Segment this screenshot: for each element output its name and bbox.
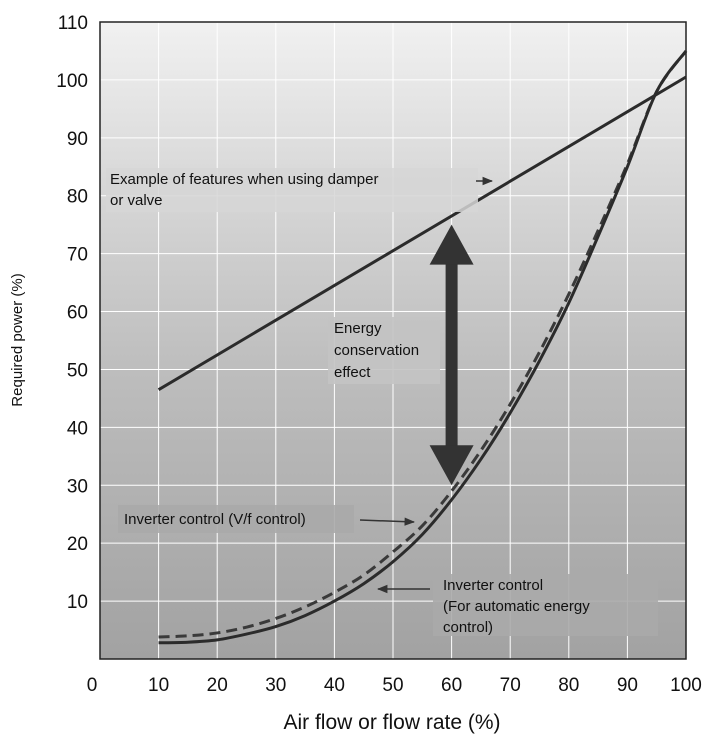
arrow-shaft bbox=[445, 262, 458, 448]
y-tick-label: 70 bbox=[67, 245, 88, 266]
y-tick-label: 20 bbox=[67, 534, 88, 555]
arrow-head-top bbox=[429, 224, 474, 265]
y-axis-title: Required power (%) bbox=[9, 273, 26, 406]
series-layer bbox=[157, 50, 688, 645]
annotation-energy: Energy conservation effect bbox=[328, 317, 440, 384]
series-line-1 bbox=[158, 50, 688, 639]
x-tick-label: 40 bbox=[324, 675, 345, 696]
x-tick-label: 20 bbox=[207, 675, 228, 696]
x-tick-label: 70 bbox=[500, 675, 521, 696]
annotation-damper: Example of features when using damper or… bbox=[106, 168, 494, 212]
annotation-vf-bg bbox=[118, 505, 354, 533]
x-tick-labels: 0 10 20 30 40 50 60 70 80 90 100 bbox=[87, 675, 702, 696]
annotation-auto-line3: control) bbox=[443, 619, 493, 636]
y-tick-label: 90 bbox=[67, 129, 88, 150]
y-tick-label: 10 bbox=[67, 592, 88, 613]
annotation-auto: Inverter control (For automatic energy c… bbox=[376, 574, 658, 636]
x-tick-label: 100 bbox=[670, 675, 702, 696]
x-tick-label: 80 bbox=[558, 675, 579, 696]
annotation-vf: Inverter control (V/f control) bbox=[118, 505, 416, 533]
x-tick-label: 0 bbox=[87, 675, 98, 696]
arrow-head-bottom bbox=[429, 445, 474, 486]
annotation-vf-line1: Inverter control (V/f control) bbox=[124, 511, 306, 528]
x-tick-label: 30 bbox=[265, 675, 286, 696]
annotation-damper-bg bbox=[106, 168, 478, 212]
annotation-damper-line1: Example of features when using damper bbox=[110, 171, 378, 188]
x-tick-label: 10 bbox=[148, 675, 169, 696]
annotation-damper-line2: or valve bbox=[110, 192, 163, 209]
series-line-2 bbox=[158, 50, 688, 645]
annotation-energy-line2: conservation bbox=[334, 342, 419, 359]
x-tick-label: 60 bbox=[441, 675, 462, 696]
annotation-energy-line3: effect bbox=[334, 364, 371, 381]
annotation-energy-line1: Energy bbox=[334, 320, 382, 337]
energy-double-arrow bbox=[429, 224, 474, 486]
annotation-auto-line1: Inverter control bbox=[443, 577, 543, 594]
y-tick-label: 30 bbox=[67, 476, 88, 497]
y-tick-label: 110 bbox=[58, 13, 88, 34]
y-tick-label: 40 bbox=[67, 418, 88, 439]
annotation-vf-pointer bbox=[359, 517, 416, 526]
series-line-0 bbox=[157, 75, 687, 392]
annotation-auto-line2: (For automatic energy bbox=[443, 598, 590, 615]
y-tick-label: 80 bbox=[67, 187, 88, 208]
y-tick-labels: 10 20 30 40 50 60 70 80 90 100 110 bbox=[56, 13, 88, 613]
annotation-auto-bg bbox=[433, 574, 658, 636]
y-tick-label: 50 bbox=[67, 360, 88, 381]
y-tick-label: 60 bbox=[67, 303, 88, 324]
x-tick-label: 50 bbox=[382, 675, 403, 696]
plot-frame bbox=[99, 21, 687, 660]
x-axis-title: Air flow or flow rate (%) bbox=[283, 711, 500, 734]
y-tick-label: 100 bbox=[56, 71, 88, 92]
annotation-energy-bg bbox=[328, 317, 440, 384]
x-tick-label: 90 bbox=[617, 675, 638, 696]
